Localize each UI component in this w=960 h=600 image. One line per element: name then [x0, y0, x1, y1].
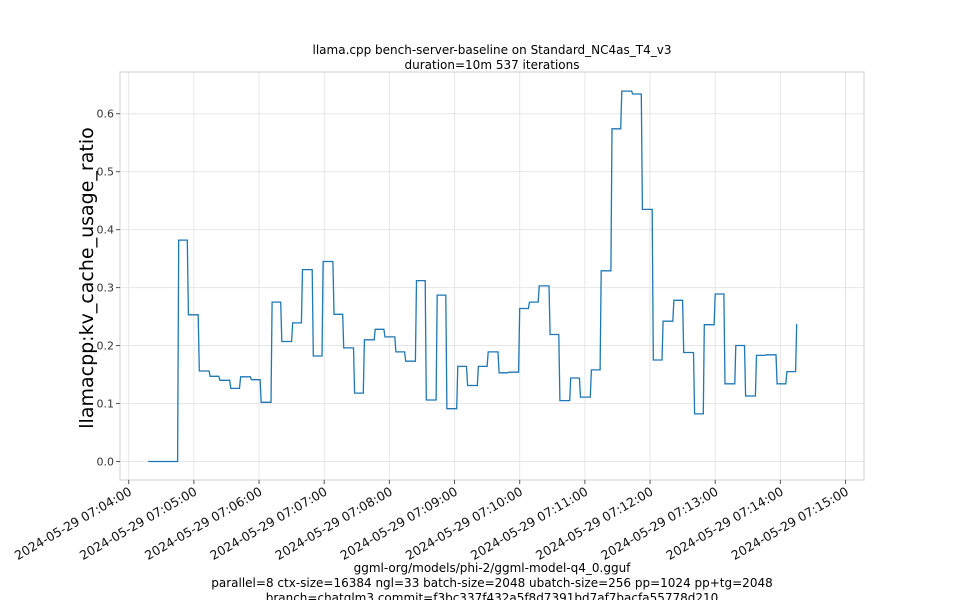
y-tick-label: 0.0	[97, 455, 115, 468]
x-tick-label: 2024-05-29 07:14:00	[663, 484, 786, 563]
y-tick-label: 0.1	[97, 398, 115, 411]
plot-area-frame	[119, 71, 865, 481]
grid	[120, 72, 864, 480]
x-tick-label: 2024-05-29 07:04:00	[12, 484, 135, 563]
x-tick-label: 2024-05-29 07:12:00	[533, 484, 656, 563]
x-tick-label: 2024-05-29 07:09:00	[338, 484, 461, 563]
series-line	[148, 90, 798, 463]
chart-title: llama.cpp bench-server-baseline on Stand…	[313, 43, 672, 72]
chart-title-line-2: duration=10m 537 iterations	[405, 58, 580, 72]
y-tick-label: 0.4	[97, 224, 115, 237]
y-tick-label: 0.3	[97, 282, 115, 295]
y-axis: 0.0 0.1 0.2 0.3 0.4 0.5 0.6	[97, 108, 120, 468]
y-tick-label: 0.6	[97, 108, 115, 121]
x-tick-label: 2024-05-29 07:06:00	[142, 484, 265, 563]
series	[148, 90, 798, 463]
x-tick-label: 2024-05-29 07:08:00	[272, 484, 395, 563]
y-tick-label: 0.2	[97, 340, 115, 353]
x-tick-label: 2024-05-29 07:07:00	[207, 484, 330, 563]
x-axis-label-line-2: parallel=8 ctx-size=16384 ngl=33 batch-s…	[211, 576, 772, 590]
x-axis-label-line-3: branch=chatglm3 commit=f3bc337f432a5f8d7…	[266, 591, 719, 600]
y-tick-label: 0.5	[97, 166, 115, 179]
x-axis-label-line-1: ggml-org/models/phi-2/ggml-model-q4_0.gg…	[354, 561, 632, 575]
x-axis-label: ggml-org/models/phi-2/ggml-model-q4_0.gg…	[211, 561, 772, 600]
y-axis-label: llamacpp:kv_cache_usage_ratio	[76, 127, 98, 428]
x-tick-label: 2024-05-29 07:05:00	[77, 484, 200, 563]
x-tick-label: 2024-05-29 07:13:00	[598, 484, 721, 563]
chart-title-line-1: llama.cpp bench-server-baseline on Stand…	[313, 43, 672, 57]
x-tick-label: 2024-05-29 07:10:00	[403, 484, 526, 563]
x-tick-label: 2024-05-29 07:15:00	[729, 484, 852, 563]
x-tick-label: 2024-05-29 07:11:00	[468, 484, 591, 563]
